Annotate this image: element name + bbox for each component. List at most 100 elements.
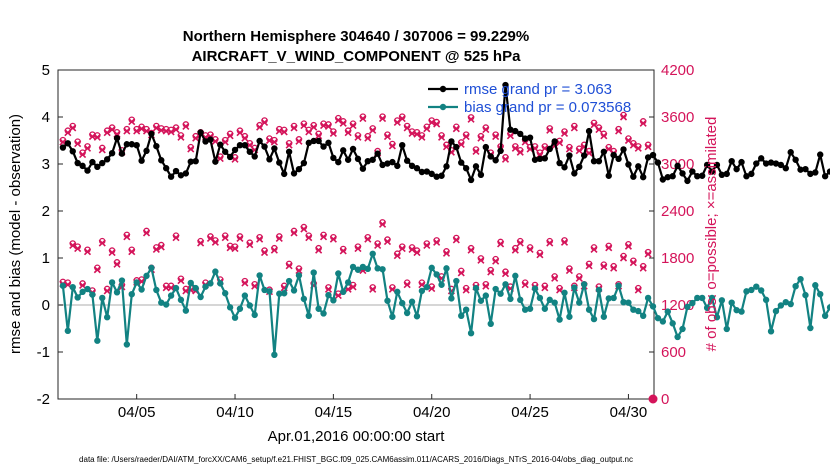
rmse-point [723, 170, 730, 178]
obs-assimilated-marker [369, 285, 377, 293]
y-right-tick-label: 1800 [661, 250, 694, 267]
bias-point [89, 291, 96, 298]
obs-assimilated-marker [423, 241, 431, 250]
rmse-point [556, 159, 563, 167]
bias-point [753, 283, 760, 290]
rmse-point [428, 170, 435, 178]
y-tick-label: 5 [42, 62, 50, 79]
rmse-point [389, 158, 396, 166]
bias-point [325, 291, 332, 299]
bias-point [826, 304, 830, 311]
bias-point [551, 299, 558, 306]
bias-point [423, 283, 431, 291]
bias-point [438, 281, 445, 288]
bias-point [79, 288, 86, 296]
bias-point [335, 270, 342, 277]
rmse-point [580, 152, 588, 159]
obs-assimilated-marker [79, 281, 87, 289]
rmse-point [413, 165, 421, 172]
obs-assimilated-marker [354, 245, 362, 253]
obs-assimilated-marker [452, 125, 460, 133]
rmse-point [212, 158, 219, 165]
bias-point [698, 294, 706, 302]
obs-assimilated-marker [482, 282, 490, 290]
obs-assimilated-marker [378, 220, 387, 228]
bias-point [600, 313, 608, 320]
obs-assimilated-marker [487, 268, 495, 276]
obs-assimilated-marker [492, 133, 500, 141]
rmse-point [733, 165, 740, 173]
rmse-point [826, 168, 830, 175]
rmse-point [276, 159, 283, 166]
obs-assimilated-marker [590, 245, 598, 253]
bias-point [580, 281, 588, 288]
bias-point [448, 295, 455, 302]
bias-point [679, 325, 686, 333]
bias-point [566, 313, 573, 320]
rmse-point [782, 165, 789, 172]
bias-point [138, 286, 145, 293]
obs-assimilated-marker [403, 281, 411, 289]
rmse-point [462, 165, 470, 172]
rmse-point [59, 144, 67, 151]
obs-assimilated-marker [482, 125, 490, 134]
rmse-point [315, 137, 322, 145]
bias-point [226, 304, 234, 311]
bias-point [310, 269, 317, 276]
bias-point [236, 305, 244, 312]
rmse-point [290, 170, 298, 177]
bias-point [177, 296, 185, 304]
bias-point [531, 285, 539, 292]
obs-assimilated-marker [241, 134, 249, 142]
rmse-point [703, 161, 711, 169]
rmse-point [571, 170, 578, 177]
bias-point [123, 341, 131, 348]
obs-assimilated-marker [619, 254, 628, 262]
obs-assimilated-marker [280, 128, 288, 136]
obs-assimilated-marker [634, 286, 642, 294]
obs-assimilated-marker [585, 262, 593, 270]
obs-assimilated-marker [364, 134, 372, 142]
rmse-point [448, 138, 455, 145]
rmse-point [197, 129, 204, 136]
rmse-point [113, 134, 121, 142]
bias-point [221, 290, 229, 297]
bias-point [512, 272, 519, 280]
bias-point [590, 315, 598, 323]
rmse-point [394, 162, 401, 170]
obs-assimilated-marker [467, 246, 475, 254]
obs-last-marker [648, 394, 658, 404]
bias-point [271, 351, 278, 359]
bias-point [153, 286, 160, 294]
rmse-point [472, 163, 480, 170]
bias-point [536, 294, 544, 302]
obs-assimilated-marker [295, 266, 303, 275]
obs-assimilated-marker [497, 240, 505, 248]
bias-point [128, 290, 135, 298]
obs-assimilated-marker [270, 138, 278, 146]
obs-assimilated-marker [98, 239, 106, 247]
rmse-point [551, 138, 558, 145]
obs-assimilated-marker [398, 115, 406, 123]
bias-point [718, 297, 726, 304]
rmse-point [221, 148, 229, 155]
rmse-point [423, 168, 431, 175]
rmse-point [787, 149, 794, 156]
obs-assimilated-marker [123, 127, 131, 135]
rmse-point [713, 161, 721, 169]
obs-assimilated-marker [492, 257, 500, 265]
bias-point [462, 306, 470, 313]
obs-assimilated-marker [452, 236, 460, 244]
obs-assimilated-marker [565, 266, 573, 275]
rmse-point [167, 173, 175, 180]
y-right-tick-label: 2400 [661, 203, 694, 220]
bias-point [59, 282, 67, 289]
obs-assimilated-marker [152, 124, 160, 132]
obs-assimilated-marker [403, 124, 411, 132]
obs-assimilated-marker [324, 122, 333, 130]
obs-assimilated-marker [506, 132, 514, 140]
rmse-point [335, 158, 342, 166]
obs-assimilated-marker [516, 239, 524, 247]
rmse-point [133, 142, 140, 149]
rmse-point [817, 151, 824, 158]
